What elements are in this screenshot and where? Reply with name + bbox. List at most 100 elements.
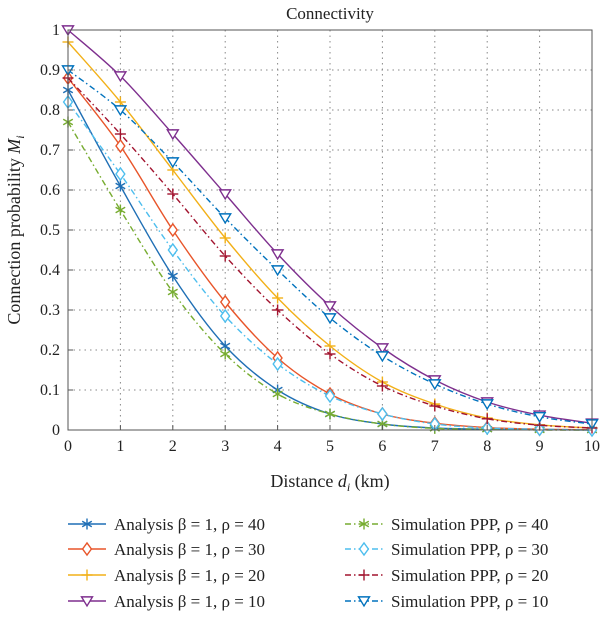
legend-item: Analysis β = 1, ρ = 30 [68,540,265,559]
legend-marker [81,518,93,530]
x-axis-title-subscript: i [347,480,350,494]
legend-marker-stroke [81,520,93,528]
x-axis-title-part1: Distance [270,471,337,491]
y-tick-label: 0.1 [40,382,60,399]
data-point-stroke [377,420,388,428]
x-tick-label: 6 [378,438,386,455]
data-point [218,189,232,201]
data-point [377,406,388,422]
data-point [272,304,284,316]
data-point [429,400,441,412]
x-tick-label: 2 [169,438,177,455]
data-point [270,249,285,261]
data-point-stroke [167,288,178,296]
data-point [218,213,232,225]
data-point [167,222,179,238]
legend-label: Analysis β = 1, ρ = 30 [114,540,265,559]
data-point-stroke [324,410,336,418]
y-axis-title-subscript: i [13,135,27,138]
x-tick-label: 1 [116,438,124,455]
x-tick-label: 5 [326,438,334,455]
legend-marker [81,541,93,557]
y-tick-label: 0.4 [40,262,60,279]
series-8 [61,65,599,431]
y-tick-label: 0.2 [40,342,60,359]
data-point-stroke [115,182,126,190]
data-point [167,188,179,200]
legend-label: Analysis β = 1, ρ = 40 [114,515,265,534]
data-point [166,157,180,169]
legend-item: Analysis β = 1, ρ = 20 [68,566,265,585]
data-point [323,313,337,325]
legend-marker [80,596,94,608]
y-tick-label: 0.3 [40,302,60,319]
data-point [323,301,337,313]
data-point-stroke [220,350,231,358]
data-point [532,411,547,424]
y-axis-title-part1: Connection probability [4,154,24,325]
series-line [67,41,593,429]
data-point [167,286,178,298]
y-axis-title-symbol: M [4,138,24,155]
series-line [67,29,593,424]
data-point [166,129,180,141]
legend: Analysis β = 1, ρ = 40 Analysis β = 1, ρ … [68,515,548,611]
legend-label: Simulation PPP, ρ = 10 [391,592,548,611]
x-axis-title-symbol: d [338,471,348,491]
y-tick-label: 1 [52,22,60,39]
x-tick-label: 10 [584,438,600,455]
x-tick-label: 0 [64,438,72,455]
data-point [480,399,494,411]
data-point [113,105,128,117]
data-point [115,204,126,216]
data-point-stroke [220,342,231,350]
data-point [220,348,231,360]
legend-marker [358,541,370,557]
x-tick-label: 3 [221,438,229,455]
legend-label: Analysis β = 1, ρ = 10 [114,592,265,611]
y-tick-label: 0.7 [40,142,60,159]
data-point [376,380,388,392]
data-point [324,408,336,420]
data-point [272,292,284,304]
data-point [324,388,336,404]
data-point [481,413,493,425]
series-line [67,69,593,425]
legend-marker [81,569,93,581]
x-tick-label: 4 [274,438,282,455]
y-axis-title: Connection probability Mi [4,135,27,324]
data-point [375,351,390,363]
x-tick-label: 8 [483,438,491,455]
data-point [375,343,390,355]
axis-ticks: 0 1 2 3 4 5 6 7 8 9 10 0 0.1 0.2 0.3 0.4 0.5 0.6 0.7 0.8 0.9… [40,22,600,455]
y-tick-label: 0 [52,422,60,439]
data-point [270,265,285,277]
legend-label: Simulation PPP, ρ = 30 [391,540,548,559]
data-point [115,166,126,182]
legend-item: Analysis β = 1, ρ = 10 [68,592,265,611]
series-line [67,121,593,431]
legend-marker [357,596,371,608]
data-point [272,388,283,400]
y-tick-label: 0.6 [40,182,60,199]
legend-item: Simulation PPP, ρ = 20 [345,566,548,585]
y-tick-label: 0.5 [40,222,60,239]
legend-label: Simulation PPP, ρ = 40 [391,515,548,534]
legend-marker-stroke [358,520,370,528]
data-point [272,356,283,372]
data-point-stroke [115,206,126,214]
data-point [219,232,231,244]
data-point [428,379,442,391]
data-point [324,348,336,360]
series-7 [62,72,598,434]
data-point [113,71,128,83]
x-axis-title-part2: (km) [350,471,390,492]
series-line [67,77,593,429]
x-axis-title: Distance di (km) [270,471,389,494]
data-point [167,242,179,258]
legend-marker [358,569,370,581]
data-point-stroke [167,272,178,280]
y-tick-label: 0.8 [40,102,60,119]
legend-item: Simulation PPP, ρ = 40 [345,515,548,534]
